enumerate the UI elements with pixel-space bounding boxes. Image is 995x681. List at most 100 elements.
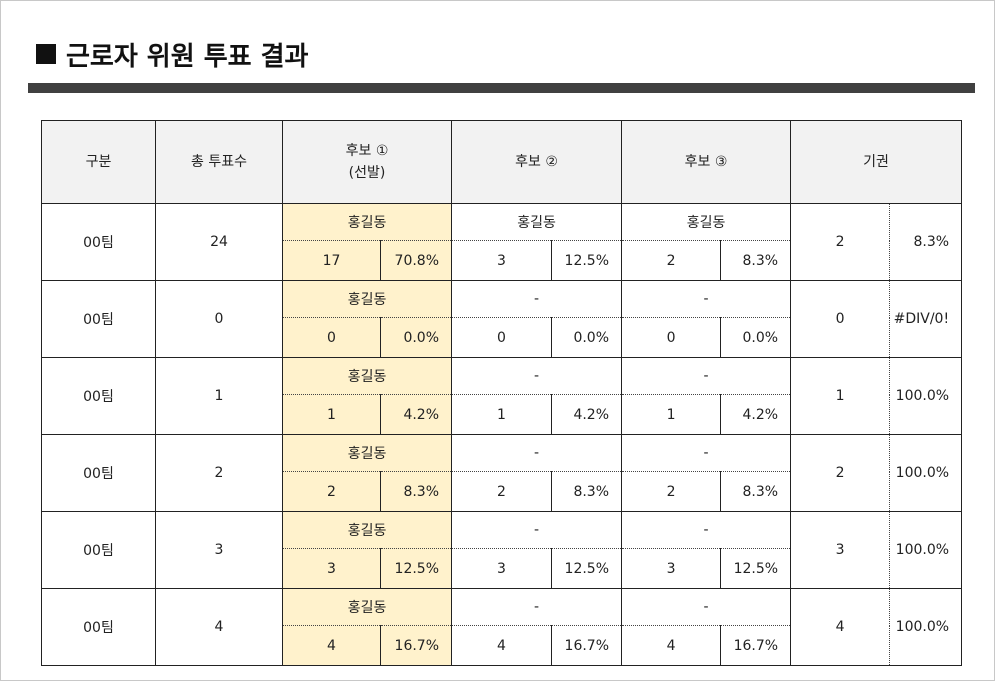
candidate-name: 홍길동 [281, 434, 453, 472]
header-note: (선발) [348, 165, 386, 181]
candidate-pct: 16.7% [551, 625, 623, 666]
abstain-votes: 4 [790, 588, 891, 666]
candidate-name: - [621, 511, 792, 549]
team-cell: 00팀 [41, 588, 156, 666]
abstain-pct: 100.0% [889, 434, 963, 512]
header-text: 구분 [85, 154, 112, 170]
vote-table: 구분 총 투표수 후보 ① (선발) 후보 ② 후보 ③ 기권 00팀 24 홍길동 홍길동 홍길동… [41, 120, 963, 666]
candidate-votes: 3 [451, 240, 553, 281]
candidate-pct: 12.5% [379, 548, 453, 589]
row-top: 00팀 1 홍길동 - -1 100.0% [41, 357, 963, 435]
abstain-pct: 8.3% [889, 203, 963, 281]
abstain-votes: 2 [790, 434, 891, 512]
row-bottom: 2 8.3% 2 8.3% 2 8.3% [42, 471, 962, 512]
column-header: 후보 ② [451, 120, 623, 204]
column-header: 후보 ① (선발) [281, 120, 453, 204]
row-bottom: 3 12.5% 3 12.5% 3 12.5% [42, 548, 962, 589]
candidate-pct: 12.5% [551, 240, 623, 281]
table-body: 00팀 24 홍길동 홍길동 홍길동 2 8.3% 17 70.8% 3 12.5% 2 8.3% 00팀… [41, 203, 963, 666]
row-top: 00팀 2 홍길동 - -2 100.0% [41, 434, 963, 512]
candidate-name: - [451, 511, 623, 549]
candidate-pct: 4.2% [551, 394, 623, 435]
total-cell: 4 [155, 588, 283, 666]
team-cell: 00팀 [41, 434, 156, 512]
candidate-name: - [621, 280, 792, 318]
abstain-pct: 100.0% [889, 357, 963, 435]
abstain-pct: 100.0% [889, 511, 963, 589]
header-text: 후보 ② [515, 154, 558, 170]
candidate-pct: 0.0% [720, 317, 792, 358]
candidate-votes: 0 [282, 317, 381, 358]
candidate-name: 홍길동 [281, 280, 453, 318]
header-text: 후보 ③ [684, 154, 728, 170]
candidate-pct: 8.3% [720, 471, 792, 512]
column-header: 총 투표수 [155, 120, 283, 204]
candidate-votes: 3 [282, 548, 381, 589]
candidate-votes: 4 [282, 625, 381, 666]
team-cell: 00팀 [41, 203, 156, 281]
candidate-pct: 8.3% [551, 471, 623, 512]
total-cell: 3 [155, 511, 283, 589]
team-cell: 00팀 [41, 280, 156, 358]
row-top: 00팀 24 홍길동 홍길동 홍길동 2 8.3% [41, 203, 963, 281]
row-top: 00팀 4 홍길동 - -4 100.0% [41, 588, 963, 666]
candidate-votes: 3 [621, 548, 722, 589]
header-text: 기권 [863, 154, 889, 170]
row-top: 00팀 3 홍길동 - -3 100.0% [41, 511, 963, 589]
candidate-pct: 16.7% [379, 625, 453, 666]
candidate-pct: 8.3% [720, 240, 792, 281]
candidate-name: - [451, 357, 623, 395]
candidate-votes: 1 [621, 394, 722, 435]
candidate-votes: 3 [451, 548, 553, 589]
row-bottom: 0 0.0% 0 0.0% 0 0.0% [42, 317, 962, 358]
candidate-name: 홍길동 [281, 203, 453, 241]
candidate-votes: 4 [451, 625, 553, 666]
column-header: 기권 [790, 120, 963, 204]
candidate-pct: 4.2% [379, 394, 453, 435]
candidate-name: 홍길동 [621, 203, 792, 241]
total-cell: 0 [155, 280, 283, 358]
candidate-name: - [621, 588, 792, 626]
total-cell: 24 [155, 203, 283, 281]
candidate-pct: 0.0% [551, 317, 623, 358]
candidate-name: 홍길동 [451, 203, 623, 241]
total-cell: 2 [155, 434, 283, 512]
abstain-votes: 2 [790, 203, 891, 281]
row-bottom: 1 4.2% 1 4.2% 1 4.2% [42, 394, 962, 435]
candidate-votes: 17 [282, 240, 381, 281]
candidate-votes: 0 [621, 317, 722, 358]
row-top: 00팀 0 홍길동 - -0 #DIV/0! [41, 280, 963, 358]
candidate-pct: 8.3% [379, 471, 453, 512]
candidate-name: - [621, 434, 792, 472]
row-bottom: 4 16.7% 4 16.7% 4 16.7% [42, 625, 962, 666]
candidate-name: - [451, 434, 623, 472]
candidate-pct: 70.8% [379, 240, 453, 281]
title-marker [36, 44, 56, 64]
column-header: 후보 ③ [621, 120, 792, 204]
team-cell: 00팀 [41, 511, 156, 589]
header-text: 후보 ① [345, 143, 389, 159]
title-bar [28, 83, 975, 93]
candidate-votes: 0 [451, 317, 553, 358]
candidate-name: 홍길동 [281, 588, 453, 626]
candidate-votes: 2 [451, 471, 553, 512]
abstain-pct: 100.0% [889, 588, 963, 666]
header-text: 총 투표수 [191, 154, 247, 170]
candidate-name: - [621, 357, 792, 395]
candidate-name: - [451, 280, 623, 318]
candidate-pct: 0.0% [379, 317, 453, 358]
abstain-votes: 0 [790, 280, 891, 358]
abstain-votes: 1 [790, 357, 891, 435]
candidate-pct: 16.7% [720, 625, 792, 666]
candidate-votes: 2 [621, 240, 722, 281]
candidate-votes: 4 [621, 625, 722, 666]
candidate-pct: 12.5% [720, 548, 792, 589]
candidate-pct: 4.2% [720, 394, 792, 435]
candidate-votes: 2 [282, 471, 381, 512]
total-cell: 1 [155, 357, 283, 435]
candidate-pct: 12.5% [551, 548, 623, 589]
candidate-votes: 2 [621, 471, 722, 512]
candidate-votes: 1 [282, 394, 381, 435]
header-row: 구분 총 투표수 후보 ① (선발) 후보 ② 후보 ③ 기권 [41, 120, 963, 204]
